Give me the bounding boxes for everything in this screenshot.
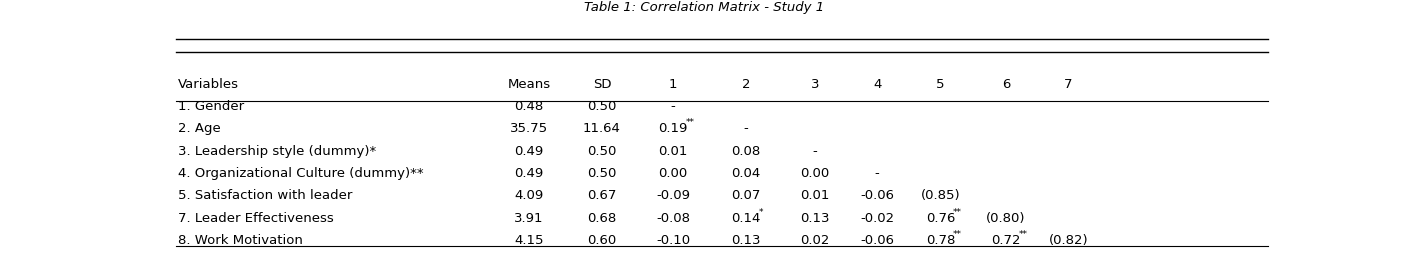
Text: 0.01: 0.01 <box>800 189 830 202</box>
Text: -0.02: -0.02 <box>859 211 895 224</box>
Text: Table 1: Correlation Matrix - Study 1: Table 1: Correlation Matrix - Study 1 <box>585 1 824 14</box>
Text: 0.08: 0.08 <box>731 145 761 158</box>
Text: 0.02: 0.02 <box>800 234 830 247</box>
Text: **: ** <box>952 230 962 239</box>
Text: 0.13: 0.13 <box>800 211 830 224</box>
Text: 0.50: 0.50 <box>588 167 617 180</box>
Text: 0.49: 0.49 <box>514 167 544 180</box>
Text: 11.64: 11.64 <box>583 122 621 135</box>
Text: **: ** <box>952 208 962 217</box>
Text: -0.06: -0.06 <box>859 234 895 247</box>
Text: Means: Means <box>507 78 551 91</box>
Text: -: - <box>813 145 817 158</box>
Text: SD: SD <box>593 78 612 91</box>
Text: 0.72: 0.72 <box>992 234 1020 247</box>
Text: 3. Leadership style (dummy)*: 3. Leadership style (dummy)* <box>179 145 376 158</box>
Text: 2: 2 <box>743 78 751 91</box>
Text: 0.49: 0.49 <box>514 145 544 158</box>
Text: 0.04: 0.04 <box>731 167 761 180</box>
Text: 35.75: 35.75 <box>510 122 548 135</box>
Text: -0.06: -0.06 <box>859 189 895 202</box>
Text: 0.68: 0.68 <box>588 211 617 224</box>
Text: Variables: Variables <box>179 78 240 91</box>
Text: 3.91: 3.91 <box>514 211 544 224</box>
Text: 0.19: 0.19 <box>658 122 688 135</box>
Text: 2. Age: 2. Age <box>179 122 221 135</box>
Text: 4: 4 <box>874 78 882 91</box>
Text: 6: 6 <box>1002 78 1010 91</box>
Text: 1: 1 <box>669 78 678 91</box>
Text: -0.10: -0.10 <box>657 234 690 247</box>
Text: -: - <box>744 122 748 135</box>
Text: **: ** <box>1019 230 1027 239</box>
Text: 0.76: 0.76 <box>926 211 955 224</box>
Text: 4.15: 4.15 <box>514 234 544 247</box>
Text: 1. Gender: 1. Gender <box>179 100 244 113</box>
Text: (0.85): (0.85) <box>920 189 961 202</box>
Text: 0.67: 0.67 <box>588 189 617 202</box>
Text: 4.09: 4.09 <box>514 189 544 202</box>
Text: (0.82): (0.82) <box>1048 234 1088 247</box>
Text: 5. Satisfaction with leader: 5. Satisfaction with leader <box>179 189 352 202</box>
Text: (0.80): (0.80) <box>986 211 1026 224</box>
Text: -0.09: -0.09 <box>657 189 690 202</box>
Text: 0.00: 0.00 <box>658 167 688 180</box>
Text: 0.13: 0.13 <box>731 234 761 247</box>
Text: -0.08: -0.08 <box>657 211 690 224</box>
Text: 0.50: 0.50 <box>588 100 617 113</box>
Text: 3: 3 <box>810 78 819 91</box>
Text: 0.01: 0.01 <box>658 145 688 158</box>
Text: 7: 7 <box>1064 78 1072 91</box>
Text: 0.14: 0.14 <box>731 211 761 224</box>
Text: 7. Leader Effectiveness: 7. Leader Effectiveness <box>179 211 334 224</box>
Text: 0.60: 0.60 <box>588 234 617 247</box>
Text: 5: 5 <box>936 78 945 91</box>
Text: 0.00: 0.00 <box>800 167 830 180</box>
Text: 4. Organizational Culture (dummy)**: 4. Organizational Culture (dummy)** <box>179 167 424 180</box>
Text: 0.07: 0.07 <box>731 189 761 202</box>
Text: 8. Work Motivation: 8. Work Motivation <box>179 234 303 247</box>
Text: 0.78: 0.78 <box>926 234 955 247</box>
Text: *: * <box>759 208 764 217</box>
Text: -: - <box>671 100 675 113</box>
Text: **: ** <box>686 118 695 127</box>
Text: 0.48: 0.48 <box>514 100 544 113</box>
Text: -: - <box>875 167 879 180</box>
Text: 0.50: 0.50 <box>588 145 617 158</box>
